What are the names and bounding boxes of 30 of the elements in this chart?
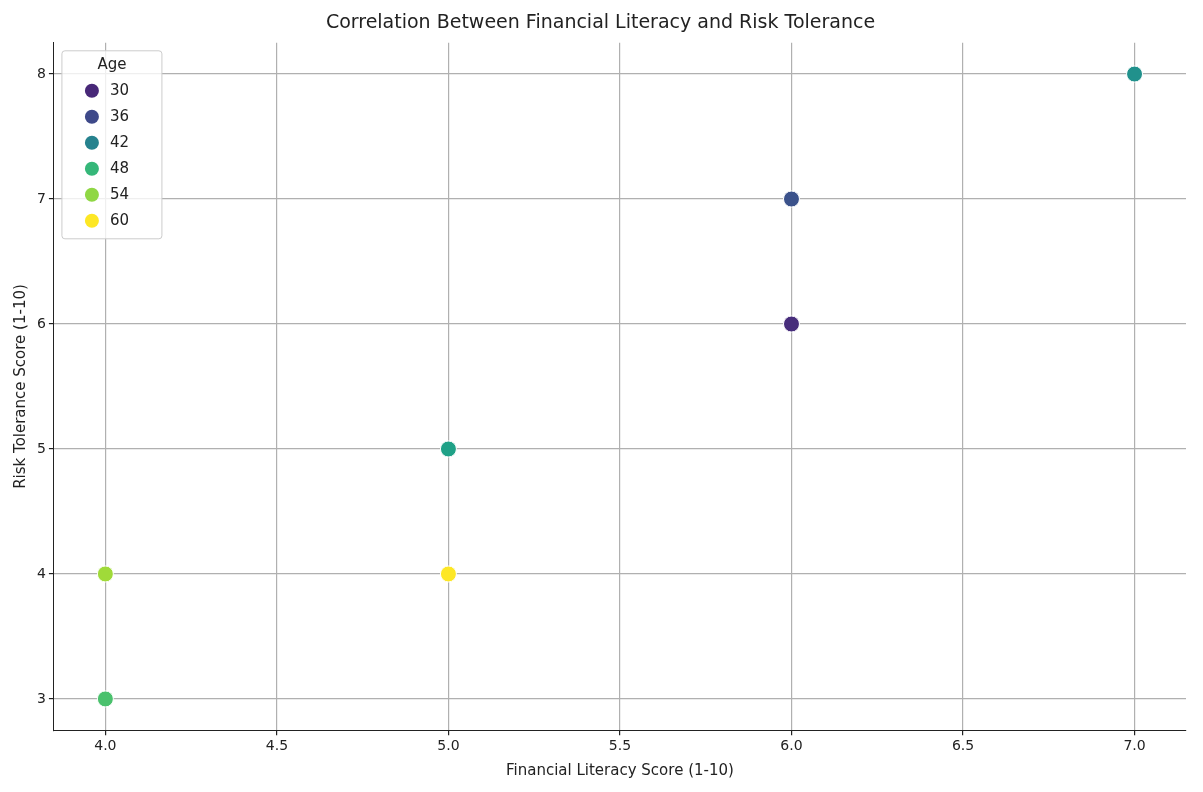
- x-tick-label: 4.0: [94, 737, 117, 754]
- point: [439, 565, 457, 583]
- y-tick-label: 6: [36, 314, 46, 331]
- x-axis-title: Financial Literacy Score (1-10): [506, 760, 734, 779]
- legend-label: 42: [109, 132, 129, 151]
- point: [96, 690, 114, 708]
- x-tick-label: 4.5: [265, 737, 289, 754]
- legend-label: 60: [109, 210, 129, 229]
- legend-label: 54: [109, 184, 129, 203]
- x-tick-label: 6.0: [780, 737, 803, 754]
- point: [782, 190, 800, 208]
- legend-label: 36: [109, 106, 129, 125]
- y-tick-label: 5: [36, 439, 46, 456]
- x-tick-label: 5.0: [437, 737, 460, 754]
- chart-title: Correlation Between Financial Literacy and Risk Tolerance: [325, 10, 876, 33]
- point: [439, 440, 457, 458]
- point: [782, 315, 800, 333]
- y-tick-label: 4: [36, 564, 46, 581]
- x-tick-label: 5.5: [608, 737, 632, 754]
- y-axis-title: Risk Tolerance Score (1-10): [10, 284, 29, 489]
- x-tick-label: 6.5: [951, 737, 975, 754]
- legend-label: 48: [109, 158, 129, 177]
- legend-label: 30: [109, 80, 129, 99]
- y-tick-label: 3: [36, 689, 46, 706]
- point: [96, 565, 114, 583]
- y-tick-label: 8: [36, 64, 46, 81]
- legend-title: Age: [97, 54, 127, 73]
- y-tick-label: 7: [36, 189, 46, 206]
- x-tick-label: 7.0: [1123, 737, 1146, 754]
- point: [1126, 65, 1144, 83]
